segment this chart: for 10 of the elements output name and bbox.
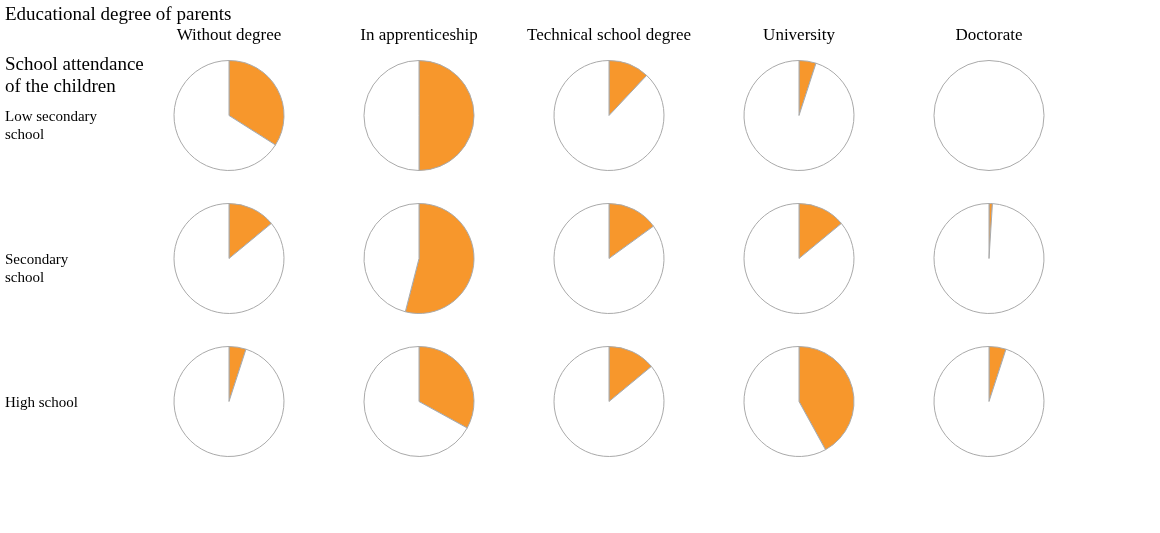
text: Secondary school (5, 250, 69, 285)
chart-title: University (763, 25, 836, 44)
text: School attendance of the children (5, 52, 144, 96)
text: Low secondary school (5, 107, 98, 142)
chart-title: In apprenticeship (360, 25, 478, 44)
text: High school (5, 393, 78, 410)
chart-title: Without degree (176, 25, 282, 44)
text: Educational degree of parents (5, 3, 232, 24)
chart-title: Technical school degree (526, 25, 692, 44)
chart-title: Doctorate (955, 25, 1023, 44)
